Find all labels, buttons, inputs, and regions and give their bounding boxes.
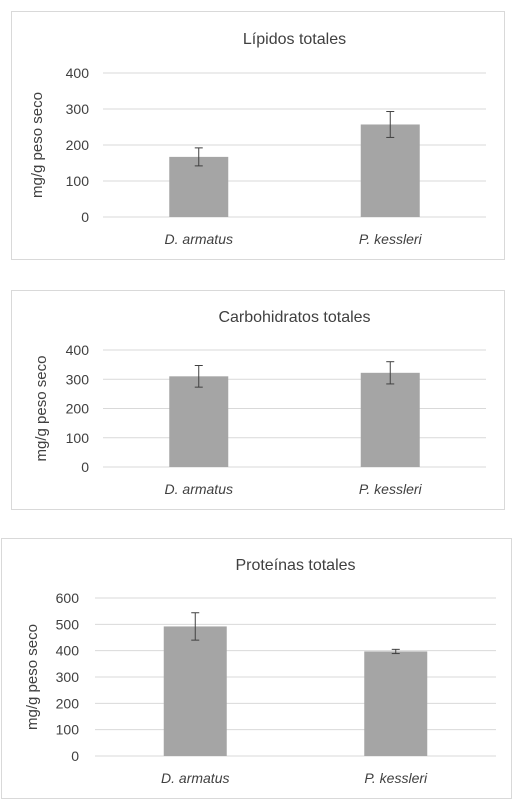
y-tick-label: 0 — [81, 459, 89, 475]
y-tick-label: 200 — [66, 401, 90, 417]
y-axis-label: mg/g peso seco — [24, 624, 41, 730]
y-tick-label: 0 — [81, 209, 89, 225]
y-tick-label: 300 — [66, 371, 90, 387]
y-axis-label: mg/g peso seco — [29, 92, 46, 198]
y-axis-label: mg/g peso seco — [33, 356, 50, 462]
x-category-label: D. armatus — [161, 770, 229, 786]
bar — [163, 626, 227, 756]
chart-lipidos-svg: Lípidos totales mg/g peso seco 0 100 200 300 4… — [29, 31, 486, 247]
chart-title: Proteínas totales — [235, 557, 355, 574]
y-tick-label: 400 — [66, 65, 90, 81]
y-tick-label: 400 — [56, 643, 80, 659]
y-tick-label: 300 — [56, 669, 80, 685]
y-tick-label: 100 — [56, 722, 80, 738]
chart-title: Carbohidratos totales — [218, 309, 370, 326]
y-tick-label: 400 — [66, 342, 90, 358]
bar — [364, 651, 428, 756]
chart-title: Lípidos totales — [243, 31, 346, 48]
y-tick-label: 0 — [71, 748, 79, 764]
x-category-label: P. kessleri — [359, 481, 423, 497]
y-tick-label: 300 — [66, 101, 90, 117]
bar — [360, 124, 420, 217]
y-tick-label: 200 — [56, 695, 80, 711]
y-tick-label: 200 — [66, 137, 90, 153]
bar — [360, 372, 420, 467]
x-category-label: P. kessleri — [364, 770, 428, 786]
bar — [169, 376, 229, 467]
chart-proteinas-svg: Proteínas totales mg/g peso seco 0 100 200 30… — [24, 557, 496, 786]
y-tick-label: 600 — [56, 590, 80, 606]
x-category-label: P. kessleri — [359, 231, 423, 247]
y-tick-label: 500 — [56, 616, 80, 632]
chart-lipidos: Lípidos totales mg/g peso seco 0 100 200 300 4… — [11, 11, 505, 260]
y-tick-label: 100 — [66, 173, 90, 189]
x-category-label: D. armatus — [165, 481, 233, 497]
chart-proteinas: Proteínas totales mg/g peso seco 0 100 200 30… — [1, 538, 512, 799]
chart-carbohidratos: Carbohidratos totales mg/g peso seco 0 100 2… — [11, 290, 505, 510]
x-category-label: D. armatus — [165, 231, 233, 247]
bar — [169, 156, 229, 217]
y-tick-label: 100 — [66, 430, 90, 446]
chart-carbohidratos-svg: Carbohidratos totales mg/g peso seco 0 100 2… — [33, 309, 486, 497]
